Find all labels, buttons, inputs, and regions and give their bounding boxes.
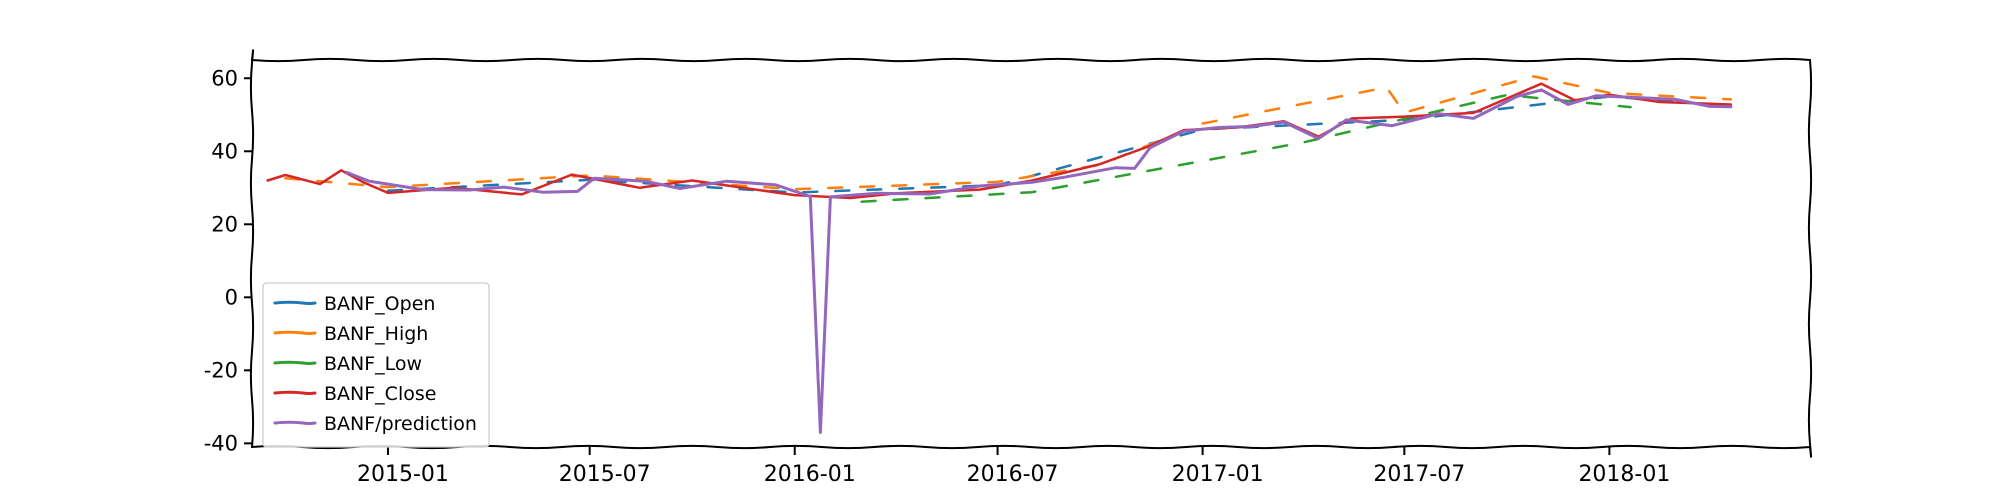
series-line-banf-prediction [345, 88, 1733, 434]
legend-swatch [273, 360, 317, 365]
x-tick-label: 2017-07 [1373, 462, 1465, 487]
y-tick-label: 0 [225, 285, 238, 309]
legend-swatch [273, 390, 317, 395]
y-tick-label: 60 [211, 66, 238, 90]
x-tick-label: 2018-01 [1578, 462, 1670, 487]
legend: BANF_Open BANF_High BANF_Low BANF_Close BANF… [262, 282, 490, 448]
x-tick-label: 2015-01 [357, 462, 449, 487]
legend-swatch [273, 420, 317, 425]
legend-swatch [273, 300, 317, 305]
y-tick-label: -40 [204, 431, 238, 455]
legend-frame [262, 282, 490, 448]
legend-label: BANF_High [324, 323, 428, 345]
legend-label: BANF_Open [324, 293, 435, 315]
y-axis: 60 40 20 0 -20 -40 [204, 66, 252, 455]
x-tick-label: 2016-01 [764, 462, 856, 487]
legend-swatch [273, 330, 317, 335]
x-tick-label: 2016-07 [967, 462, 1059, 487]
series-layer [266, 75, 1733, 434]
y-tick-label: 40 [211, 139, 238, 163]
legend-label: BANF_Close [324, 383, 436, 405]
legend-label: BANF/prediction [324, 413, 477, 435]
y-tick-label: -20 [204, 358, 238, 382]
legend-label: BANF_Low [324, 353, 422, 375]
x-tick-label: 2015-07 [559, 462, 651, 487]
x-axis: 2015-01 2015-07 2016-01 2016-07 2017-01 2017-… [357, 447, 1670, 487]
x-tick-label: 2017-01 [1172, 462, 1264, 487]
y-tick-label: 20 [211, 212, 238, 236]
